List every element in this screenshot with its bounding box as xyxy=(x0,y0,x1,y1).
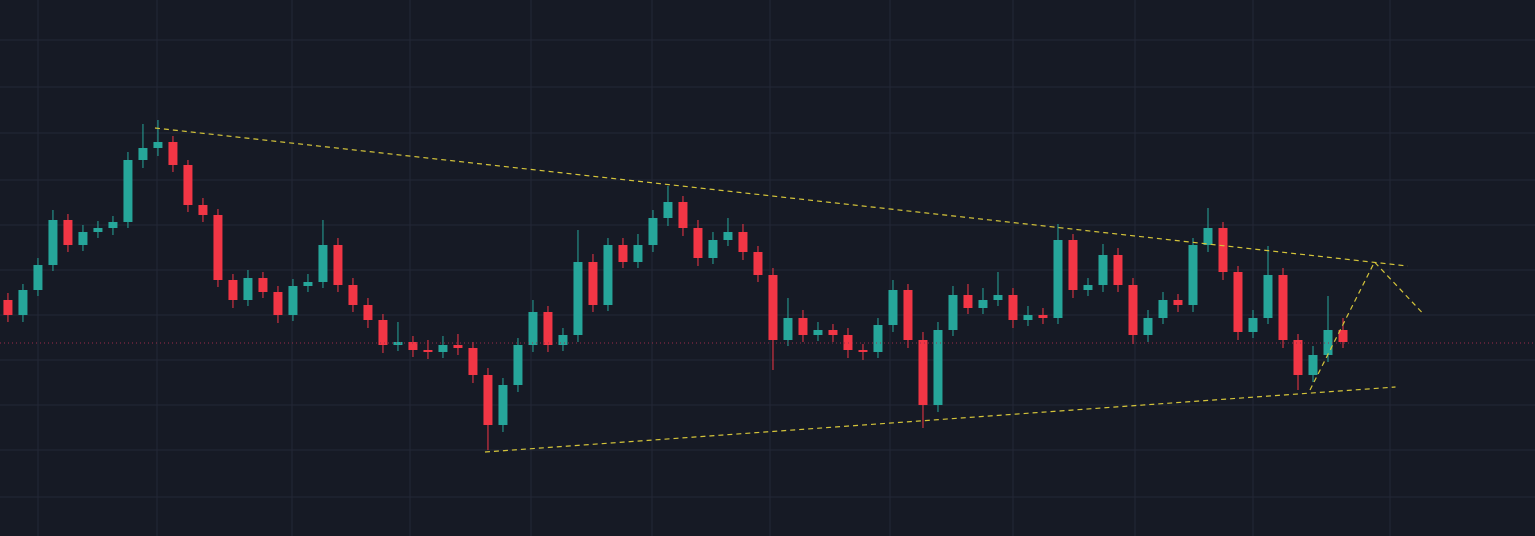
candle-body xyxy=(378,320,388,345)
candle-body xyxy=(798,318,808,335)
candle-body xyxy=(1233,272,1243,332)
candle-body xyxy=(858,350,868,352)
candle-body xyxy=(768,275,778,340)
candle-body xyxy=(453,345,463,348)
candle-body xyxy=(738,232,748,252)
candle-body xyxy=(18,290,28,315)
candle-body xyxy=(603,245,613,305)
candle-body xyxy=(318,245,328,282)
candle-body xyxy=(723,232,733,240)
candle-body xyxy=(828,330,838,335)
candle-body xyxy=(1278,275,1288,340)
candle-body xyxy=(903,290,913,340)
candle-body xyxy=(108,222,118,228)
candle-body xyxy=(1068,240,1078,290)
candle-body xyxy=(423,350,433,352)
candle-body xyxy=(573,262,583,335)
candle-body xyxy=(483,375,493,425)
candle-body xyxy=(618,245,628,262)
candle-body xyxy=(1158,300,1168,318)
candle-body xyxy=(123,160,133,222)
candle-body xyxy=(288,286,298,315)
candle-body xyxy=(963,295,973,308)
candle-body xyxy=(498,385,508,425)
candle-body xyxy=(783,318,793,340)
candle-body xyxy=(1248,318,1258,332)
candle-body xyxy=(918,340,928,405)
candle-body xyxy=(168,142,178,165)
candle-body xyxy=(78,232,88,245)
candle-body xyxy=(243,278,253,300)
candle-body xyxy=(1128,285,1138,335)
candle-body xyxy=(1293,340,1303,375)
candle-body xyxy=(93,228,103,232)
candle-body xyxy=(513,345,523,385)
candle-body xyxy=(333,245,343,285)
candle-body xyxy=(1218,228,1228,272)
candle-body xyxy=(363,305,373,320)
candle-body xyxy=(528,312,538,345)
candle-body xyxy=(468,348,478,375)
trend-line xyxy=(1309,260,1423,391)
candle-body xyxy=(228,280,238,300)
candle-body xyxy=(1188,245,1198,305)
candle-body xyxy=(993,295,1003,300)
candle-body xyxy=(153,142,163,148)
candle-body xyxy=(888,290,898,325)
candle-body xyxy=(258,278,268,292)
candle-body xyxy=(63,220,73,245)
candle-body xyxy=(1008,295,1018,320)
candle-body xyxy=(1263,275,1273,318)
trend-line xyxy=(484,386,1396,453)
candle-body xyxy=(33,265,43,290)
candle-body xyxy=(1173,300,1183,305)
candle-body xyxy=(1203,228,1213,245)
candle-body xyxy=(633,245,643,262)
candle-body xyxy=(1113,255,1123,285)
candle-body xyxy=(678,202,688,228)
trend-line xyxy=(154,127,1408,267)
candle-body xyxy=(3,300,13,315)
candle-body xyxy=(1038,315,1048,318)
candle-body xyxy=(1023,315,1033,320)
candle-body xyxy=(348,285,358,305)
candle-body xyxy=(48,220,58,265)
candle-body xyxy=(978,300,988,308)
candle-body xyxy=(648,218,658,245)
candle-body xyxy=(1323,330,1333,355)
candle-body xyxy=(843,335,853,350)
candle-body xyxy=(138,148,148,160)
candle-body xyxy=(1053,240,1063,318)
candle-body xyxy=(393,342,403,345)
candle-body xyxy=(558,335,568,345)
candle-body xyxy=(663,202,673,218)
candle-body xyxy=(543,312,553,345)
candle-body xyxy=(1308,355,1318,375)
candle-body xyxy=(1338,330,1348,342)
candle-body xyxy=(813,330,823,335)
candle-body xyxy=(948,295,958,330)
candle-body xyxy=(438,345,448,352)
candle-body xyxy=(1083,285,1093,290)
candle-body xyxy=(873,325,883,352)
candle-body xyxy=(1143,318,1153,335)
candle-body xyxy=(1098,255,1108,285)
candle-body xyxy=(933,330,943,405)
candle-body xyxy=(213,215,223,280)
candle-body xyxy=(753,252,763,275)
candle-body xyxy=(273,292,283,315)
candle-body xyxy=(588,262,598,305)
candle-body xyxy=(303,282,313,286)
candle-body xyxy=(198,205,208,215)
candle-body xyxy=(183,165,193,205)
candle-body xyxy=(693,228,703,258)
candle-body xyxy=(708,240,718,258)
candle-body xyxy=(408,342,418,350)
